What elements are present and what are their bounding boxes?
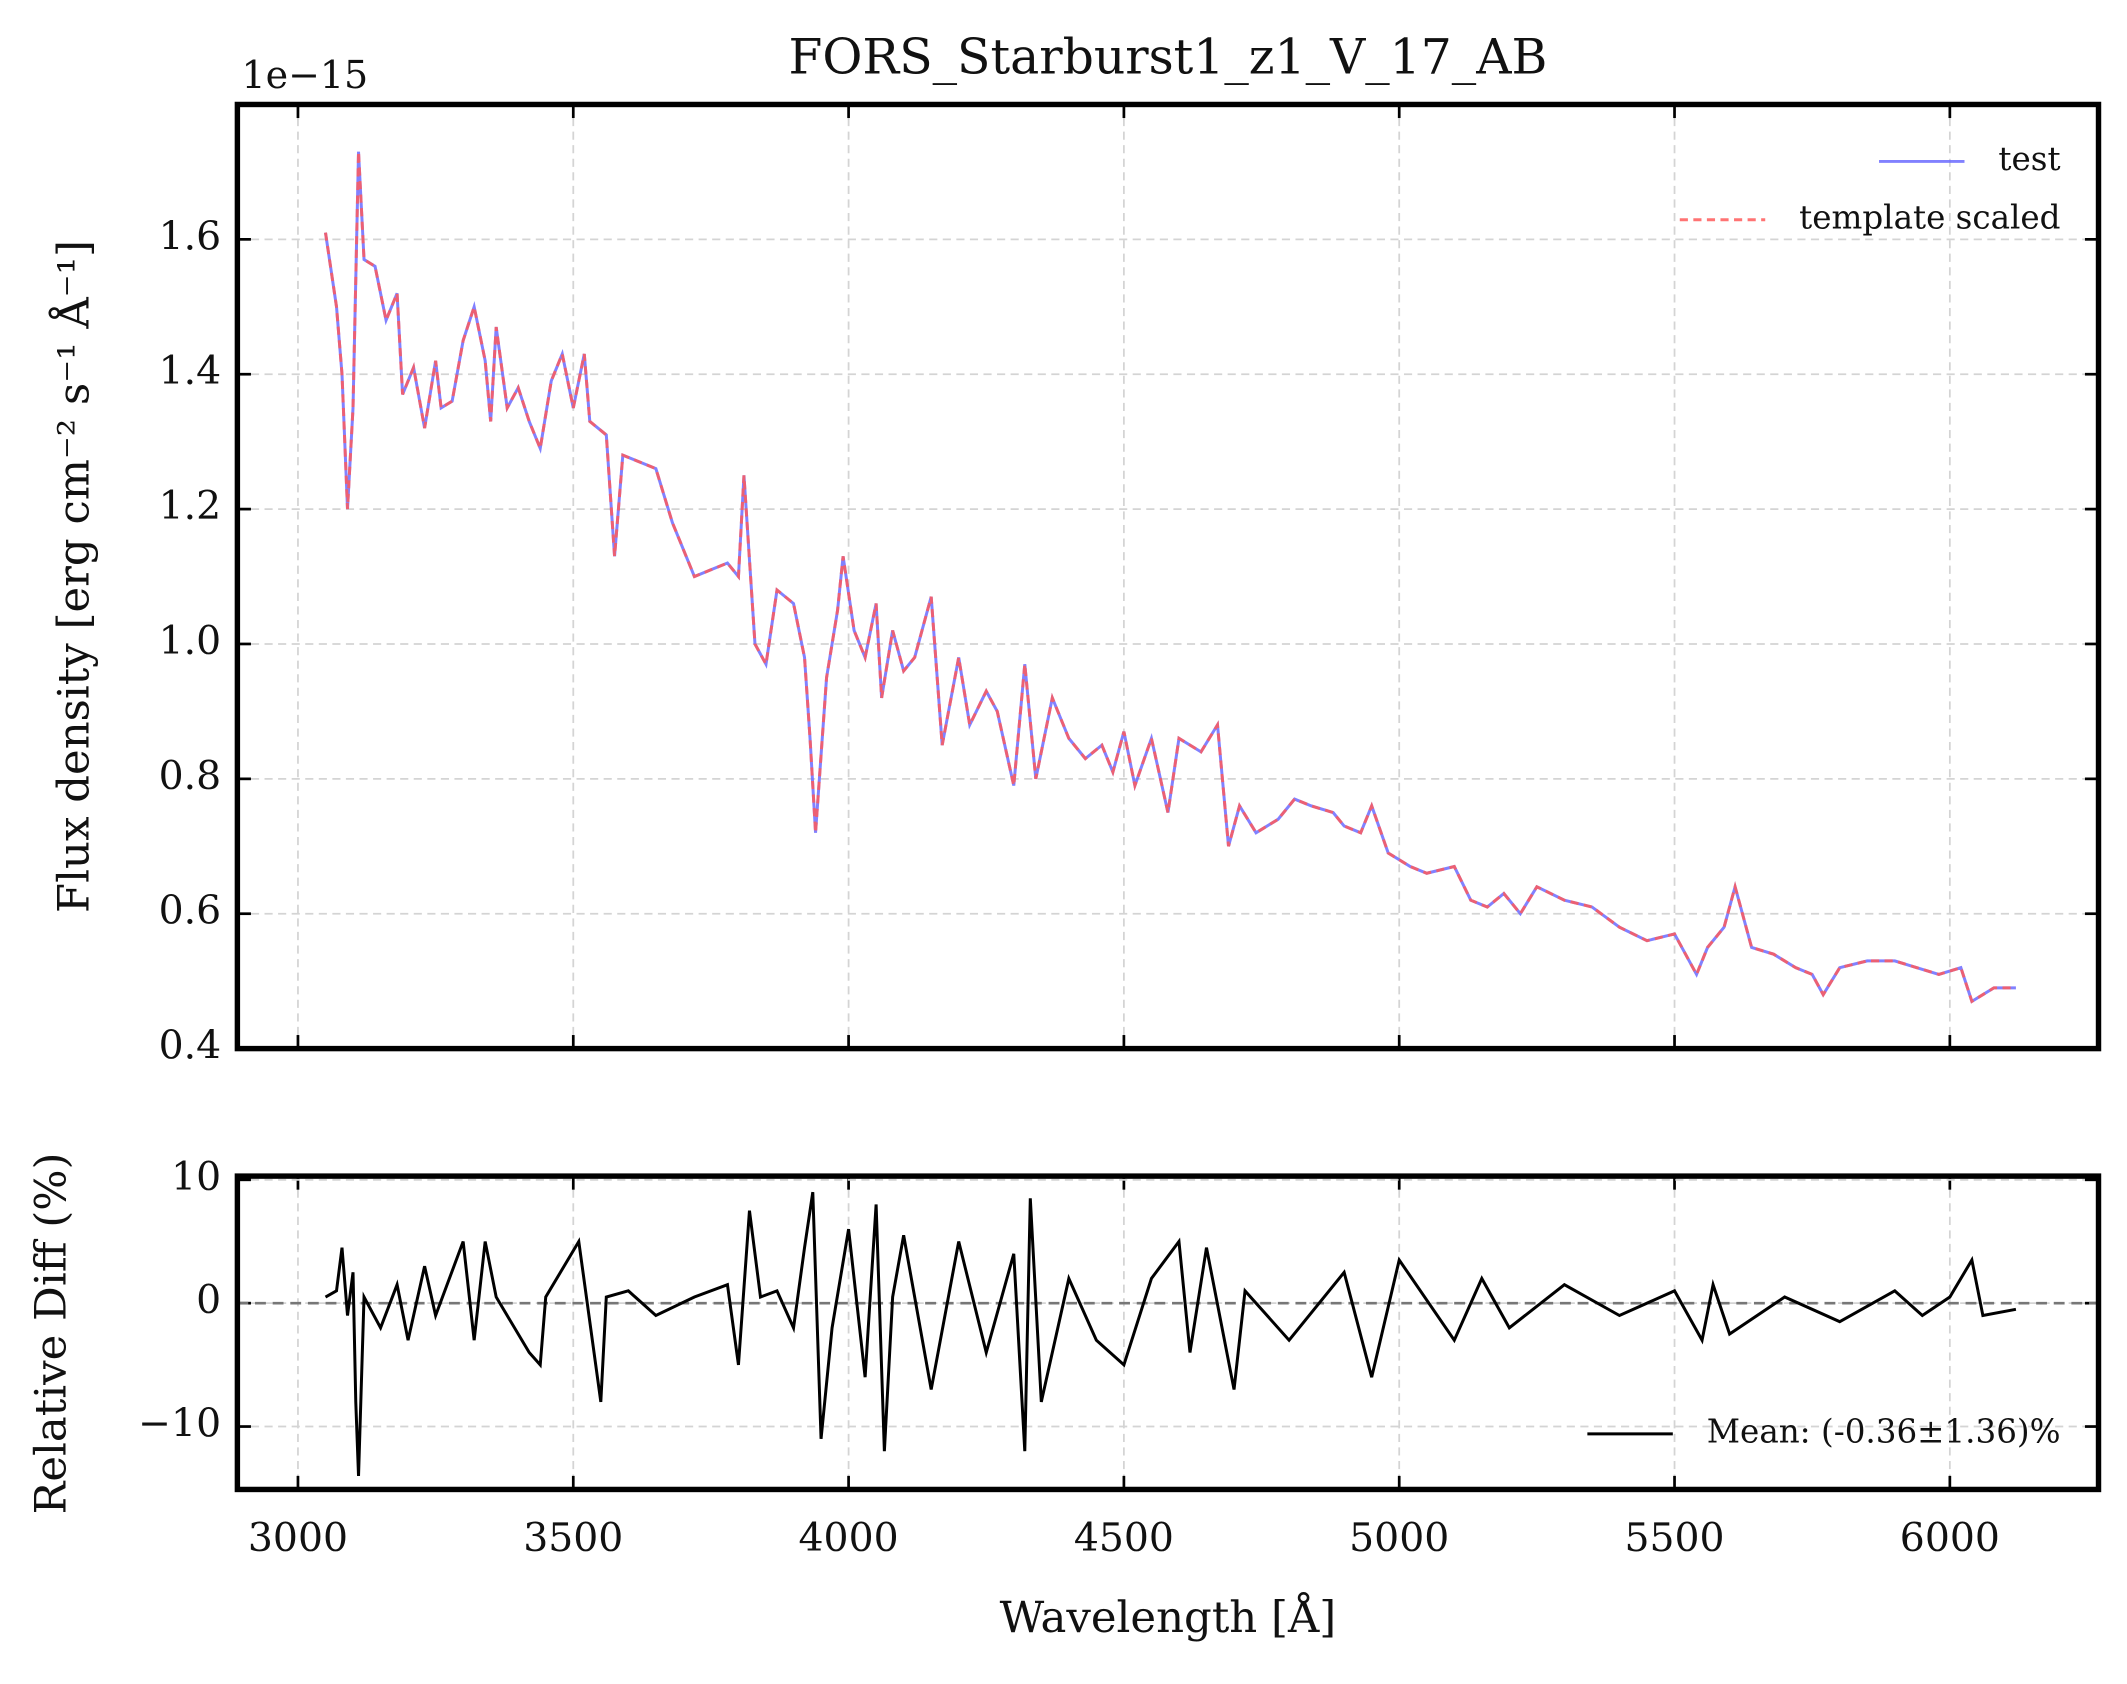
- series-line: [324, 151, 2016, 1004]
- series-line: [324, 1191, 2017, 1476]
- y-tick-label: 1.2: [159, 483, 222, 529]
- series-line: [324, 151, 2016, 1004]
- y-tick-label: 1.0: [159, 618, 222, 664]
- y-tick-label: 0.8: [159, 753, 222, 799]
- axes-frame: [234, 101, 2102, 1052]
- y-tick-label: 0.4: [159, 1023, 222, 1069]
- legend-label: test: [1998, 140, 2060, 178]
- chart-title: FORS_Starburst1_z1_V_17_AB: [789, 29, 1548, 86]
- y-tick-label: 1.4: [159, 348, 222, 394]
- y-axis-label: Flux density [erg cm⁻² s⁻¹ Å⁻¹]: [48, 240, 99, 913]
- x-tick-label: 4500: [1074, 1515, 1174, 1561]
- x-tick-label: 5500: [1624, 1515, 1724, 1561]
- y-tick-label: 0: [196, 1277, 221, 1323]
- legend-label: Mean: (-0.36±1.36)%: [1707, 1412, 2061, 1450]
- x-tick-label: 3500: [523, 1515, 623, 1561]
- offset-label: 1e−15: [241, 53, 368, 97]
- y-tick-label: −10: [138, 1401, 221, 1447]
- x-axis-label: Wavelength [Å]: [1000, 1592, 1337, 1643]
- legend-label: template scaled: [1799, 198, 2060, 236]
- x-tick-label: 3000: [248, 1515, 348, 1561]
- y-tick-label: 10: [171, 1154, 221, 1200]
- y-tick-label: 0.6: [159, 888, 222, 934]
- x-tick-label: 4000: [799, 1515, 899, 1561]
- y-axis-label: Relative Diff (%): [26, 1153, 76, 1515]
- x-tick-label: 6000: [1900, 1515, 2000, 1561]
- axes-frame: [234, 1173, 2102, 1493]
- y-tick-label: 1.6: [159, 213, 222, 259]
- x-tick-label: 5000: [1349, 1515, 1449, 1561]
